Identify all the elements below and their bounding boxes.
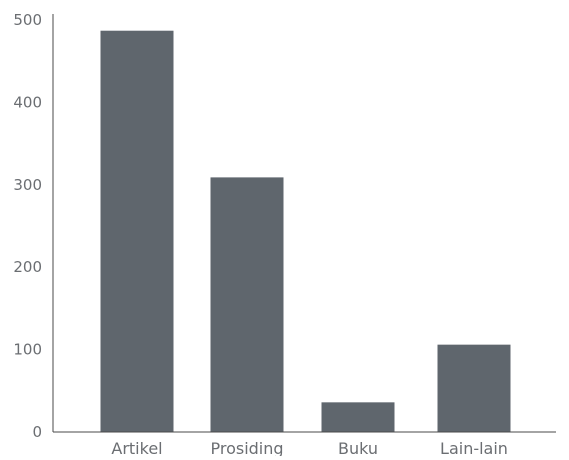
bar-prosiding [210,177,284,432]
x-tick-label: Prosiding [210,439,283,456]
y-tick-label: 0 [32,423,42,441]
x-axis-tick-labels: Artikel Prosiding Buku Lain-lain [111,439,508,458]
bar-lain-lain [437,344,511,432]
y-tick-label: 400 [13,93,42,111]
x-tick-label: Buku [338,439,378,456]
bar-buku [321,402,395,432]
y-tick-label: 200 [13,258,42,276]
bars [100,30,511,432]
x-tick-label: Artikel [111,439,162,456]
bar-artikel [100,30,174,432]
y-tick-label: 300 [13,176,42,194]
y-tick-label: 500 [13,11,42,29]
y-tick-label: 100 [13,341,42,359]
x-tick-label: Lain-lain [440,439,508,456]
y-axis-ticks: 0 100 200 300 400 500 [13,11,42,441]
